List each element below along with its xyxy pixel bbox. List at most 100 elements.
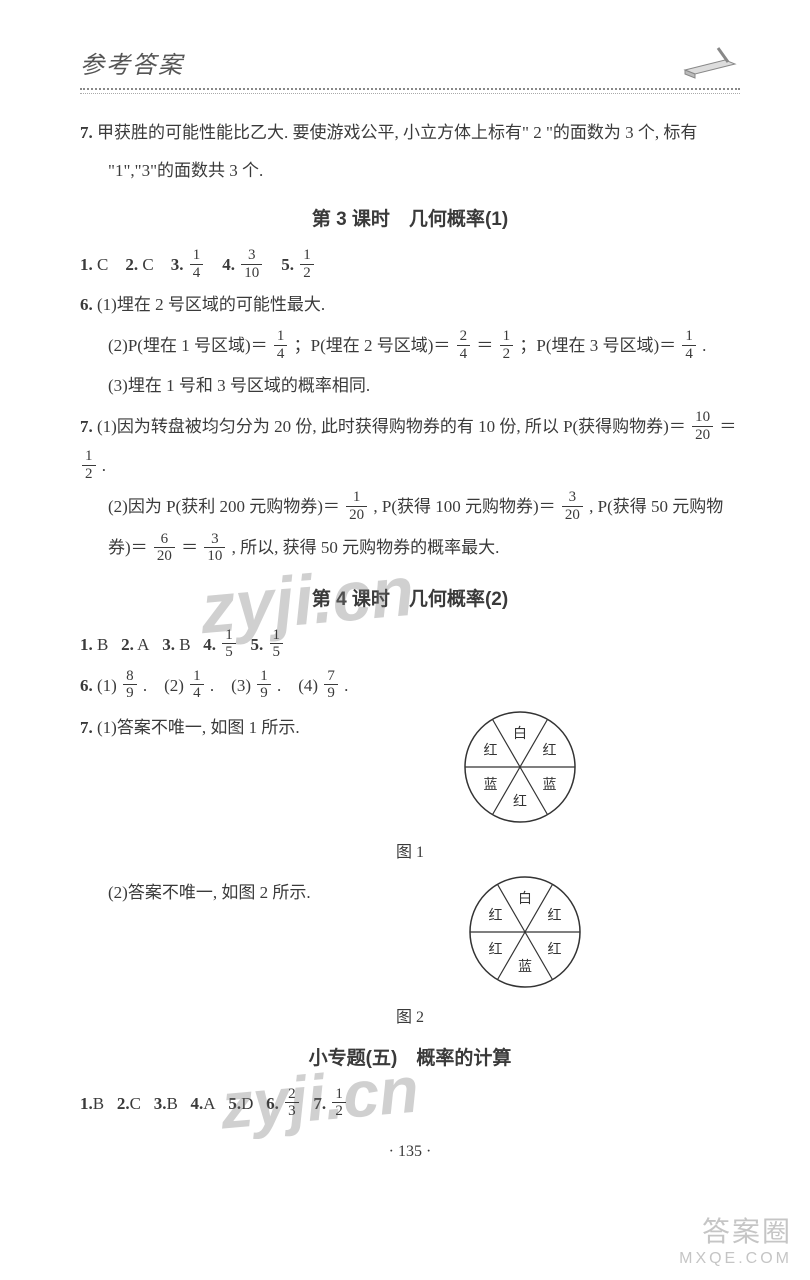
answer-text: , P(获得 100 元购物券)＝ — [373, 497, 555, 516]
answer-row: 6. (1) 89 . (2) 14 . (3) 19 . (4) 79 . — [80, 666, 740, 705]
question-number: 2. — [125, 255, 138, 274]
answer-line: 7. (1)答案不唯一, 如图 1 所示. 白红蓝红蓝红 — [80, 707, 740, 832]
answer-text: A — [137, 635, 149, 654]
svg-text:白: 白 — [513, 726, 527, 742]
fraction: 620 — [154, 531, 175, 565]
book-icon — [680, 40, 740, 80]
answer-text: . — [102, 456, 106, 475]
section-title: 小专题(五) 概率的计算 — [80, 1043, 740, 1070]
svg-text:蓝: 蓝 — [542, 777, 556, 793]
header-divider — [80, 88, 740, 94]
fraction: 14 — [274, 328, 288, 362]
fraction: 310 — [204, 531, 225, 565]
answer-text: , 所以, 获得 50 元购物券的概率最大. — [232, 538, 500, 557]
answer-text: B — [179, 635, 190, 654]
page-header: 参考答案 — [80, 40, 740, 80]
fraction: 23 — [285, 1086, 299, 1120]
answer-line: 券)＝ 620 ＝ 310 , 所以, 获得 50 元购物券的概率最大. — [80, 528, 740, 567]
answer-text: (2) — [164, 676, 184, 695]
answer-text: ；P(埋在 2 号区域)＝ — [294, 336, 451, 355]
answer-text: ；P(埋在 3 号区域)＝ — [519, 336, 676, 355]
answer-text: (1)因为转盘被均匀分为 20 份, 此时获得购物券的有 10 份, 所以 P(… — [97, 417, 686, 436]
spinner-wheel-1: 白红蓝红蓝红 — [460, 707, 580, 827]
question-number: 7. — [80, 123, 93, 142]
question-number: 3. — [162, 635, 175, 654]
fraction: 79 — [324, 668, 338, 702]
answer-text: . — [277, 676, 281, 695]
fraction: 15 — [270, 627, 284, 661]
answer-row: 1.B 2.C 3.B 4.A 5.D 6. 23 7. 12 — [80, 1084, 740, 1123]
answer-text: (4) — [298, 676, 318, 695]
fraction: 120 — [346, 489, 367, 523]
fraction: 15 — [222, 627, 236, 661]
svg-text:白: 白 — [518, 891, 532, 907]
answer-row: 1. C 2. C 3. 14 4. 310 5. 12 — [80, 245, 740, 284]
question-number: 3. — [171, 255, 184, 274]
watermark-cn: 答案圈 — [679, 1210, 792, 1250]
answer-text: . — [210, 676, 214, 695]
answer-text: C — [97, 255, 108, 274]
answer-text: "1","3"的面数共 3 个. — [80, 154, 740, 188]
svg-text:红: 红 — [483, 743, 497, 759]
question-number: 6. — [80, 295, 93, 314]
question-number: 5. — [281, 255, 294, 274]
fraction: 12 — [500, 328, 514, 362]
question-number: 4. — [191, 1094, 204, 1113]
answer-row: 1. B 2. A 3. B 4. 15 5. 15 — [80, 625, 740, 664]
answer-text: (1)埋在 2 号区域的可能性最大. — [97, 295, 325, 314]
answer-text: ＝ — [476, 336, 493, 355]
spinner-wheel-2: 白红红蓝红红 — [465, 872, 585, 992]
answer-text: . — [702, 336, 706, 355]
fraction: 14 — [190, 668, 204, 702]
page: 参考答案 7. 甲获胜的可能性能比乙大. 要使游戏公平, 小立方体上标有" 2 … — [0, 0, 810, 1280]
answer-text: . — [344, 676, 348, 695]
fraction: 12 — [82, 448, 96, 482]
answer-text: . — [143, 676, 147, 695]
question-number: 5. — [228, 1094, 241, 1113]
answer-line: 7. 甲获胜的可能性能比乙大. 要使游戏公平, 小立方体上标有" 2 "的面数为… — [80, 116, 740, 150]
question-number: 5. — [251, 635, 264, 654]
question-number: 1. — [80, 635, 93, 654]
svg-text:红: 红 — [548, 908, 562, 924]
question-number: 7. — [80, 718, 93, 737]
fraction: 89 — [123, 668, 137, 702]
answer-text: B — [93, 1094, 104, 1113]
figure-1: 白红蓝红蓝红 — [300, 707, 740, 832]
answer-text: (2)答案不唯一, 如图 2 所示. — [108, 883, 311, 902]
question-number: 6. — [266, 1094, 279, 1113]
answer-text: B — [97, 635, 108, 654]
answer-text: ＝ — [181, 538, 198, 557]
fraction: 14 — [190, 247, 204, 281]
svg-text:蓝: 蓝 — [483, 777, 497, 793]
question-number: 2. — [121, 635, 134, 654]
answer-text: (2)P(埋在 1 号区域)＝ — [108, 336, 268, 355]
figure-2: 白红红蓝红红 — [311, 872, 740, 997]
section-title: 第 4 课时 几何概率(2) — [80, 584, 740, 611]
answer-text: C — [130, 1094, 141, 1113]
question-number: 4. — [203, 635, 216, 654]
svg-text:红: 红 — [489, 942, 503, 958]
fraction: 24 — [457, 328, 471, 362]
fraction: 310 — [241, 247, 262, 281]
figure-label: 图 1 — [80, 838, 740, 862]
fraction: 14 — [682, 328, 696, 362]
answer-line: 7. (1)因为转盘被均匀分为 20 份, 此时获得购物券的有 10 份, 所以… — [80, 407, 740, 485]
svg-text:红: 红 — [548, 942, 562, 958]
answer-line: (2)因为 P(获利 200 元购物券)＝ 120 , P(获得 100 元购物… — [80, 487, 740, 526]
svg-text:红: 红 — [489, 908, 503, 924]
svg-text:红: 红 — [542, 743, 556, 759]
question-number: 4. — [222, 255, 235, 274]
answer-text: A — [203, 1094, 215, 1113]
answer-text: 券)＝ — [108, 538, 148, 557]
fraction: 12 — [300, 247, 314, 281]
answer-line: (2)答案不唯一, 如图 2 所示. 白红红蓝红红 — [80, 872, 740, 997]
answer-text: (3) — [231, 676, 251, 695]
fraction: 1020 — [692, 409, 713, 443]
fraction: 12 — [332, 1086, 346, 1120]
page-number: · 135 · — [80, 1143, 740, 1161]
answer-text: B — [166, 1094, 177, 1113]
section-title: 第 3 课时 几何概率(1) — [80, 204, 740, 231]
fraction: 320 — [562, 489, 583, 523]
answer-text: , P(获得 50 元购物 — [589, 497, 723, 516]
header-title: 参考答案 — [80, 45, 184, 80]
